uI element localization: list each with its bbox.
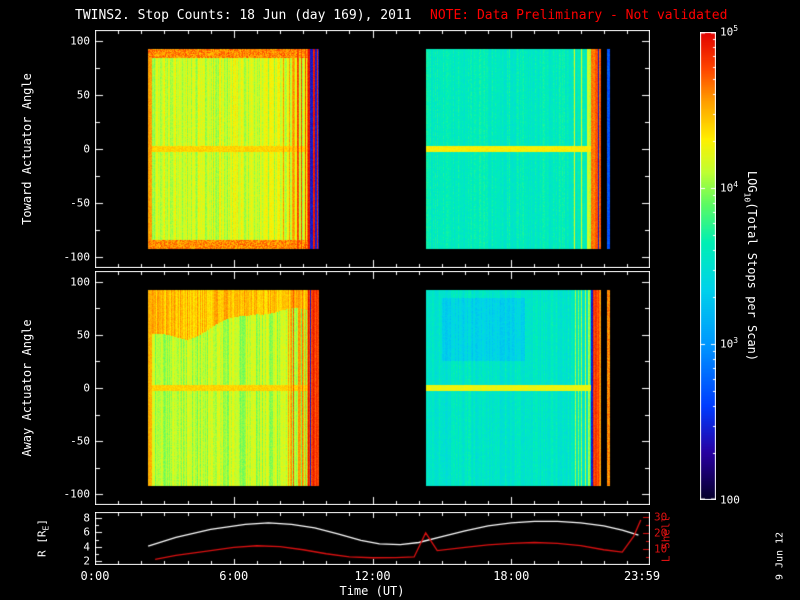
l-tick-label: 10 xyxy=(654,542,668,556)
angle-tick-label: -50 xyxy=(70,434,90,448)
r-axis-label: R [RE] xyxy=(35,519,51,557)
colorbar-tick-label: 100 xyxy=(720,493,740,507)
l-tick-label: 20 xyxy=(654,526,668,540)
away-spectrogram-panel xyxy=(95,271,650,505)
x-tick-label: 18:00 xyxy=(493,569,530,583)
l-tick-label: 30 xyxy=(654,510,668,524)
r-tick-label: 8 xyxy=(83,511,90,525)
colorbar-title: LOG10(Total Stops per Scan) xyxy=(742,170,759,362)
angle-tick-label: -100 xyxy=(63,250,91,264)
x-tick-label: 12:00 xyxy=(354,569,391,583)
colorbar-tick-label: 104 xyxy=(720,179,739,195)
angle-tick-label: 0 xyxy=(83,142,90,156)
r-tick-label: 6 xyxy=(83,525,90,539)
angle-tick-label: 50 xyxy=(76,328,90,342)
angle-tick-label: -100 xyxy=(63,487,91,501)
colorbar-gradient xyxy=(700,32,716,500)
x-tick-label: 6:00 xyxy=(219,569,249,583)
angle-tick-label: 50 xyxy=(76,88,90,102)
r-tick-label: 4 xyxy=(83,540,90,554)
toward-angle-axis-label: Toward Actuator Angle xyxy=(20,73,34,225)
angle-tick-label: 0 xyxy=(83,381,90,395)
ephemeris-panel xyxy=(95,512,650,565)
x-tick-label: 23:59 xyxy=(623,569,661,583)
angle-tick-label: -50 xyxy=(70,196,90,210)
r-tick-label: 2 xyxy=(83,554,90,568)
time-axis-title: Time (UT) xyxy=(339,584,405,598)
preliminary-note: NOTE: Data Preliminary - Not validated xyxy=(430,8,728,23)
colorbar-tick-label: 103 xyxy=(720,335,739,351)
angle-tick-label: 100 xyxy=(70,275,90,289)
x-tick-label: 0:00 xyxy=(80,569,110,583)
creation-timestamp: 9 Jun 12 xyxy=(774,531,786,581)
toward-spectrogram-panel xyxy=(95,30,650,268)
colorbar-tick-label: 105 xyxy=(720,23,739,39)
plot-title: TWINS2. Stop Counts: 18 Jun (day 169), 2… xyxy=(75,8,412,23)
angle-tick-label: 100 xyxy=(70,34,90,48)
away-angle-axis-label: Away Actuator Angle xyxy=(20,319,34,457)
